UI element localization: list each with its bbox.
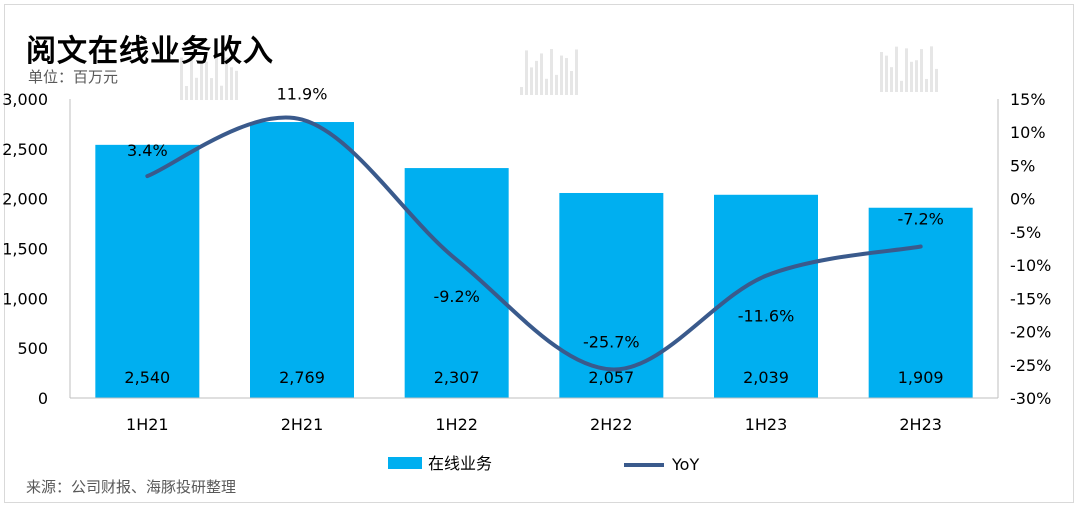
watermark-mark bbox=[895, 46, 898, 92]
watermark-mark bbox=[215, 54, 218, 100]
watermark-mark bbox=[565, 58, 568, 95]
bar-value-label: 1,909 bbox=[898, 368, 944, 387]
y-left-tick-label: 0 bbox=[38, 389, 48, 408]
watermark-mark bbox=[885, 55, 888, 92]
watermark-mark bbox=[550, 49, 553, 95]
watermark-mark bbox=[900, 80, 903, 92]
x-tick-label: 1H23 bbox=[745, 415, 788, 434]
y-left-tick-label: 2,500 bbox=[2, 140, 48, 159]
bar-value-label: 2,039 bbox=[743, 368, 789, 387]
chart-frame bbox=[4, 4, 1074, 503]
axes: 0 500 1,000 1,500 2,000 2,500 3,000 -30% -25% -20… bbox=[2, 90, 1051, 434]
yoy-value-label: -11.6% bbox=[738, 307, 795, 326]
x-tick-label: 1H22 bbox=[435, 415, 478, 434]
bar-series bbox=[95, 122, 973, 398]
y-right-tick-label: -30% bbox=[1010, 389, 1051, 408]
watermark-mark bbox=[200, 61, 203, 100]
chart-title: 阅文在线业务收入 bbox=[26, 34, 274, 69]
y-right-tick-label: -10% bbox=[1010, 256, 1051, 275]
watermark-mark bbox=[915, 60, 918, 92]
bar-value-label: 2,307 bbox=[434, 368, 480, 387]
x-tick-label: 2H22 bbox=[590, 415, 633, 434]
bar-2H22 bbox=[559, 192, 664, 398]
yoy-value-label: -25.7% bbox=[583, 332, 640, 351]
x-tick-label: 2H21 bbox=[281, 415, 324, 434]
watermark-mark bbox=[230, 67, 233, 100]
bar-1H21 bbox=[95, 144, 200, 398]
watermark-mark bbox=[195, 77, 198, 100]
y-right-tick-label: -20% bbox=[1010, 323, 1051, 342]
watermark-mark bbox=[540, 53, 543, 95]
watermark-mark bbox=[555, 74, 558, 95]
legend: 在线业务 YoY bbox=[388, 454, 699, 474]
watermark-mark bbox=[185, 86, 188, 100]
y-left-tick-label: 2,000 bbox=[2, 190, 48, 209]
watermark-mark bbox=[190, 54, 193, 100]
watermark-mark bbox=[205, 61, 208, 100]
source-note: 来源：公司财报、海豚投研整理 bbox=[26, 478, 237, 496]
watermark-mark bbox=[210, 78, 213, 100]
watermark-mark bbox=[235, 70, 238, 100]
watermark-mark bbox=[225, 57, 228, 100]
legend-swatch-bar bbox=[388, 457, 422, 469]
watermark-mark bbox=[575, 49, 578, 95]
y-right-tick-label: -5% bbox=[1010, 223, 1041, 242]
y-left-tick-label: 1,000 bbox=[2, 289, 48, 308]
watermark-mark bbox=[905, 48, 908, 92]
x-tick-label: 1H21 bbox=[126, 415, 169, 434]
watermark-mark bbox=[220, 85, 223, 100]
y-left-tick-label: 3,000 bbox=[2, 90, 48, 109]
legend-label-line: YoY bbox=[671, 455, 699, 474]
y-right-tick-label: -15% bbox=[1010, 289, 1051, 308]
watermark-mark bbox=[930, 46, 933, 92]
yoy-value-label: -7.2% bbox=[897, 210, 943, 229]
yoy-line bbox=[145, 115, 923, 372]
watermark-mark bbox=[560, 55, 563, 95]
yoy-value-label: -9.2% bbox=[433, 287, 479, 306]
data-labels: 2,540 2,769 2,307 2,057 2,039 1,909 3.4% 11.9% -… bbox=[124, 85, 943, 387]
unit-label: 单位：百万元 bbox=[28, 68, 119, 86]
watermark-group bbox=[180, 46, 938, 100]
y-right-tick-label: 10% bbox=[1010, 123, 1046, 142]
watermark-mark bbox=[180, 57, 183, 100]
watermark-mark bbox=[530, 67, 533, 95]
y-right-tick-label: -25% bbox=[1010, 356, 1051, 375]
bar-value-label: 2,540 bbox=[124, 368, 170, 387]
bar-1H22 bbox=[404, 168, 509, 398]
watermark-mark bbox=[520, 87, 523, 95]
watermark-mark bbox=[880, 52, 883, 92]
bar-2H23 bbox=[868, 207, 973, 398]
y-right-tick-label: 15% bbox=[1010, 90, 1046, 109]
watermark-mark bbox=[570, 71, 573, 95]
watermark-mark bbox=[920, 49, 923, 92]
y-left-tick-label: 500 bbox=[17, 339, 48, 358]
watermark-mark bbox=[910, 61, 913, 92]
watermark-mark bbox=[935, 68, 938, 92]
yoy-value-label: 11.9% bbox=[277, 85, 328, 104]
legend-label-bar: 在线业务 bbox=[428, 454, 492, 473]
line-series bbox=[145, 115, 923, 372]
bar-value-label: 2,769 bbox=[279, 368, 325, 387]
watermark-mark bbox=[890, 67, 893, 92]
watermark-mark bbox=[525, 50, 528, 95]
yoy-value-label: 3.4% bbox=[127, 141, 168, 160]
x-tick-label: 2H23 bbox=[899, 415, 942, 434]
bar-value-label: 2,057 bbox=[588, 368, 634, 387]
bar-2H21 bbox=[250, 122, 354, 398]
y-right-tick-label: 5% bbox=[1010, 156, 1035, 175]
watermark-mark bbox=[925, 78, 928, 92]
watermark-mark bbox=[545, 78, 548, 95]
y-right-tick-label: 0% bbox=[1010, 190, 1035, 209]
watermark-mark bbox=[535, 60, 538, 95]
y-left-tick-label: 1,500 bbox=[2, 240, 48, 259]
